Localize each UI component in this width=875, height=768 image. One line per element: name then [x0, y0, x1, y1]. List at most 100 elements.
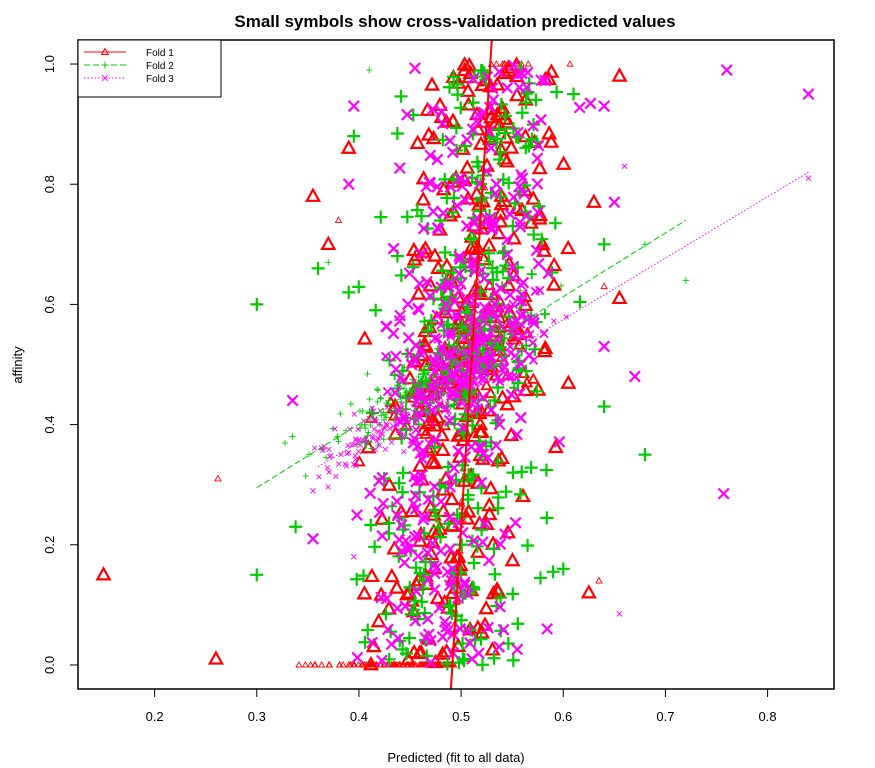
data-point — [517, 381, 534, 397]
data-point — [580, 584, 597, 599]
data-point — [408, 432, 421, 445]
data-point — [380, 592, 393, 605]
data-point — [473, 440, 486, 453]
cv-prediction-point — [449, 375, 455, 381]
legend-marker-3 — [101, 74, 109, 82]
data-point — [460, 96, 477, 111]
data-point — [478, 599, 495, 615]
cv-prediction-point — [336, 661, 344, 668]
data-point — [422, 277, 439, 292]
series-2-fit-line — [256, 219, 687, 489]
data-point — [473, 423, 490, 438]
cv-prediction-point — [325, 661, 333, 668]
data-point — [492, 153, 506, 167]
data-point — [396, 485, 410, 499]
cv-prediction-point — [492, 60, 500, 67]
data-point — [436, 133, 450, 147]
data-point — [514, 220, 527, 233]
data-point — [382, 386, 393, 397]
data-point — [428, 354, 438, 364]
data-point — [476, 265, 487, 276]
data-point — [513, 487, 527, 501]
data-point — [489, 106, 506, 121]
data-point — [408, 470, 421, 483]
data-point — [516, 172, 529, 185]
cv-prediction-point — [372, 416, 379, 422]
cv-prediction-point — [401, 364, 408, 371]
data-point — [431, 309, 444, 322]
cv-prediction-point — [365, 661, 373, 668]
data-point — [449, 121, 463, 135]
data-point — [556, 562, 570, 576]
cv-prediction-point — [419, 387, 426, 394]
data-point — [347, 129, 361, 143]
cv-prediction-point — [366, 415, 372, 422]
cv-prediction-point — [380, 409, 387, 416]
data-point — [472, 135, 490, 150]
data-point — [525, 132, 539, 146]
data-point — [531, 159, 548, 175]
data-point — [600, 282, 608, 290]
cv-prediction-point — [420, 382, 427, 389]
data-point — [419, 101, 436, 116]
cv-prediction-point — [399, 401, 405, 408]
series-3-fit-line — [317, 171, 809, 468]
data-point — [494, 190, 508, 204]
cv-prediction-point — [320, 447, 326, 453]
data-point — [531, 152, 544, 165]
data-point — [492, 313, 502, 323]
data-point — [488, 567, 502, 581]
cv-prediction-point — [368, 445, 375, 452]
cv-prediction-point — [333, 473, 339, 480]
data-point — [415, 421, 432, 436]
cv-prediction-point — [360, 661, 368, 668]
cv-prediction-point — [420, 408, 427, 414]
data-point — [428, 503, 442, 517]
data-point — [434, 441, 451, 456]
data-point — [471, 501, 485, 515]
cv-prediction-point — [395, 385, 402, 391]
data-point — [466, 652, 479, 665]
data-point — [540, 511, 554, 525]
data-point — [476, 391, 489, 404]
cv-prediction-point — [370, 408, 377, 415]
cv-prediction-point — [450, 355, 456, 362]
data-point — [439, 298, 452, 311]
data-point — [422, 573, 435, 586]
cv-prediction-point — [431, 378, 437, 385]
legend: Fold 1 Fold 2 Fold 3 — [77, 39, 222, 98]
data-point — [310, 487, 316, 494]
cv-prediction-point — [454, 339, 461, 346]
data-point — [389, 363, 402, 376]
data-point — [350, 553, 357, 560]
x-tick-label: 0.6 — [554, 709, 572, 724]
data-point — [443, 598, 457, 612]
cv-prediction-point — [558, 282, 565, 289]
cv-prediction-point — [353, 463, 359, 469]
data-point — [408, 530, 421, 543]
data-point — [426, 454, 443, 470]
cv-prediction-point — [422, 372, 429, 379]
cv-prediction-point — [429, 421, 436, 427]
data-point — [406, 108, 420, 122]
data-point — [496, 110, 513, 125]
data-point — [468, 395, 480, 408]
data-point — [433, 426, 451, 442]
data-point — [499, 528, 512, 541]
data-point — [412, 303, 425, 316]
data-point — [350, 572, 364, 586]
data-point — [473, 285, 490, 301]
data-point — [443, 307, 453, 318]
y-tick-label: 0.2 — [42, 536, 57, 554]
data-point — [560, 374, 577, 389]
data-point — [493, 343, 504, 354]
data-point — [402, 298, 414, 311]
data-point — [411, 457, 429, 472]
data-point — [424, 656, 437, 669]
data-point — [459, 175, 472, 188]
cv-prediction-point — [390, 408, 397, 415]
data-point — [429, 332, 441, 345]
data-point — [418, 606, 432, 620]
data-point — [404, 348, 414, 359]
data-point — [434, 495, 447, 508]
